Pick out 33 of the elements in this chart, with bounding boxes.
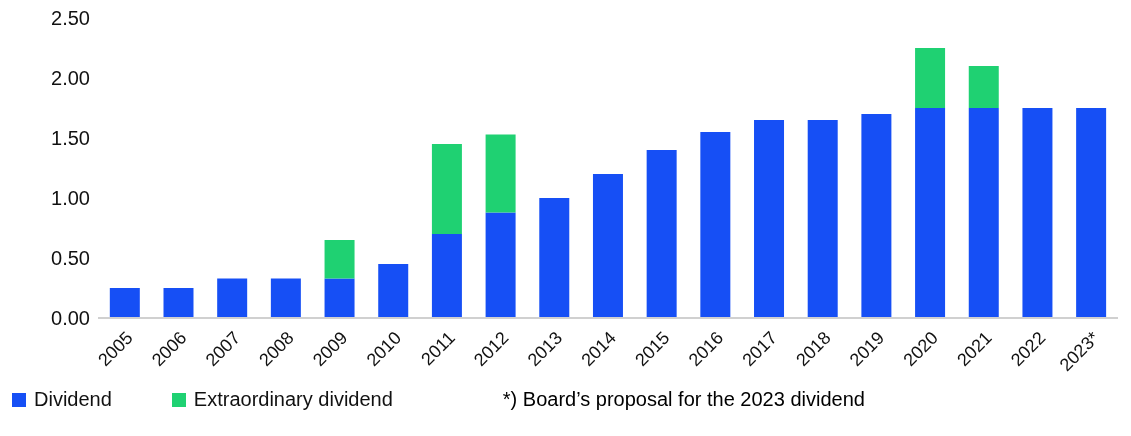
bar bbox=[968, 108, 999, 318]
y-tick-label: 2.00 bbox=[51, 67, 90, 90]
bar bbox=[915, 48, 946, 108]
legend-label: Extraordinary dividend bbox=[193, 388, 393, 411]
y-tick-label: 0.00 bbox=[51, 307, 90, 330]
bar bbox=[807, 120, 838, 318]
bar bbox=[163, 288, 194, 318]
bar bbox=[968, 66, 999, 108]
y-tick-label: 1.50 bbox=[51, 127, 90, 150]
y-tick-label: 2.50 bbox=[51, 7, 90, 30]
bar bbox=[485, 134, 516, 213]
legend-label: Dividend bbox=[34, 388, 112, 411]
bar bbox=[700, 132, 731, 318]
text: *) Board’s proposal for the 2023 dividend bbox=[502, 388, 865, 411]
bar bbox=[109, 288, 140, 318]
y-tick-label: 0.50 bbox=[51, 247, 90, 270]
bar bbox=[1022, 108, 1053, 318]
y-tick-label: 1.00 bbox=[51, 187, 90, 210]
bar bbox=[539, 198, 570, 318]
bar bbox=[217, 278, 248, 318]
bar bbox=[592, 174, 623, 318]
bar bbox=[431, 144, 462, 234]
bar bbox=[431, 234, 462, 318]
bar bbox=[324, 278, 355, 318]
bar bbox=[324, 240, 355, 279]
bar bbox=[754, 120, 785, 318]
bar bbox=[915, 108, 946, 318]
bar bbox=[270, 278, 301, 318]
bar bbox=[378, 264, 409, 318]
bar bbox=[1076, 108, 1107, 318]
bar bbox=[861, 114, 892, 318]
bar bbox=[646, 150, 677, 318]
bar bbox=[485, 212, 516, 318]
